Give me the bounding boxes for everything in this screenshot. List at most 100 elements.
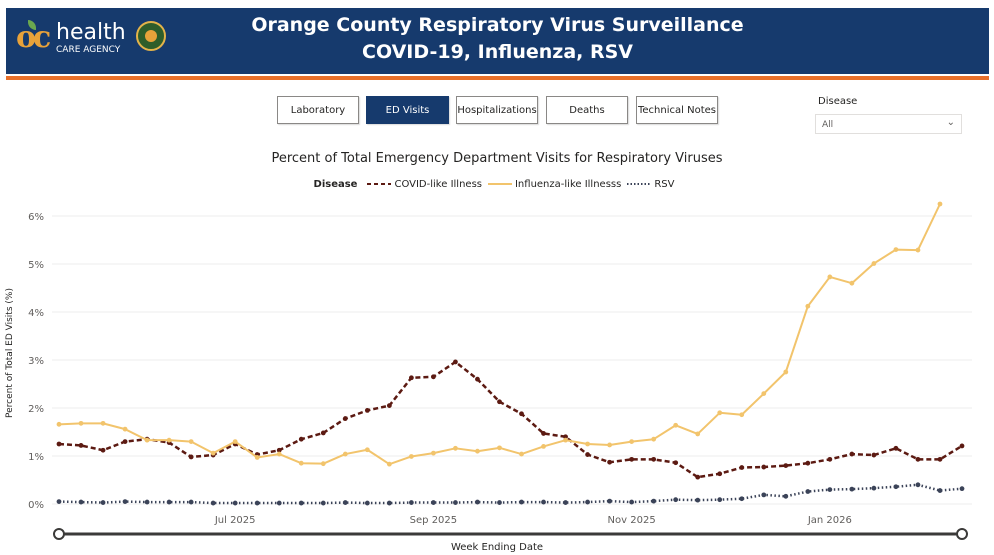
series-covid <box>56 359 965 480</box>
data-point-rsv <box>585 499 590 505</box>
data-point-influenza <box>607 442 613 448</box>
line-chart: 0%1%2%3%4%5%6% Jul 2025 Sep 2025 Nov 2025 J… <box>28 201 972 540</box>
tab-hospitalizations[interactable]: Hospitalizations <box>456 96 538 124</box>
data-point-rsv <box>783 493 789 499</box>
data-point-covid <box>937 456 943 462</box>
data-point-influenza <box>827 274 833 280</box>
y-tick-label: 2% <box>28 404 44 415</box>
data-point-covid <box>739 465 745 470</box>
slider-start-handle[interactable] <box>53 528 65 540</box>
data-point-influenza <box>364 447 370 453</box>
legend-swatch-covid <box>367 183 392 185</box>
data-point-influenza <box>431 450 436 456</box>
x-axis-title: Week Ending Date <box>450 542 544 553</box>
x-axis-ticks: Jul 2025 Sep 2025 Nov 2025 Jan 2026 <box>214 515 852 526</box>
data-point-influenza <box>695 431 701 437</box>
date-range-slider[interactable] <box>53 528 968 540</box>
data-point-rsv <box>607 498 613 504</box>
y-tick-label: 6% <box>28 212 44 223</box>
slider-end-handle[interactable] <box>956 528 968 540</box>
data-point-rsv <box>849 486 855 492</box>
header-stripe <box>6 76 989 80</box>
data-point-rsv <box>232 500 238 506</box>
data-point-rsv <box>805 489 811 494</box>
data-point-covid <box>188 454 194 460</box>
data-point-rsv <box>453 500 458 505</box>
data-point-influenza <box>739 412 745 418</box>
legend-item-rsv[interactable]: RSV <box>627 179 674 190</box>
data-point-rsv <box>320 500 326 506</box>
page-title-line2: COVID-19, Influenza, RSV <box>362 41 633 63</box>
data-point-influenza <box>563 437 568 443</box>
data-point-covid <box>673 460 679 466</box>
legend-item-covid[interactable]: COVID-like Illness <box>367 179 482 190</box>
data-point-covid <box>915 456 921 462</box>
series-line-covid <box>58 360 963 479</box>
data-point-influenza <box>232 439 238 444</box>
data-point-rsv <box>563 500 568 505</box>
legend-label-covid: COVID-like Illness <box>394 178 482 190</box>
leaf-icon <box>28 20 36 30</box>
data-point-influenza <box>320 461 326 467</box>
data-point-influenza <box>717 410 723 416</box>
data-point-covid <box>629 456 635 462</box>
data-point-influenza <box>122 426 128 432</box>
series-line-rsv <box>58 483 963 505</box>
data-point-rsv <box>497 500 502 505</box>
disease-slicer-value: All <box>822 120 834 130</box>
legend-title: Disease <box>313 178 358 190</box>
data-point-influenza <box>408 454 414 459</box>
data-point-influenza <box>100 420 106 426</box>
x-tick-label: Jul 2025 <box>214 515 256 526</box>
data-point-covid <box>849 451 855 457</box>
x-tick-label: Sep 2025 <box>410 515 457 526</box>
legend-item-influenza[interactable]: Influenza-like Illnesss <box>487 178 622 190</box>
data-point-covid <box>959 443 965 449</box>
data-point-influenza <box>78 420 84 426</box>
data-point-rsv <box>695 497 701 503</box>
data-point-covid <box>607 459 613 465</box>
data-point-covid <box>893 445 899 451</box>
data-point-covid <box>519 411 524 417</box>
data-point-rsv <box>651 498 657 504</box>
data-point-influenza <box>342 451 348 457</box>
tab-laboratory[interactable]: Laboratory <box>277 96 359 124</box>
tab-ed-visits[interactable]: ED Visits <box>366 96 449 124</box>
data-point-covid <box>563 434 568 440</box>
y-tick-label: 0% <box>28 500 44 511</box>
y-axis-ticks: 0% 1% 2% 3% 4% 5% 6% <box>28 212 44 511</box>
data-point-rsv <box>915 482 921 488</box>
data-point-covid <box>541 431 546 436</box>
logo-health-text: health <box>56 20 126 45</box>
y-tick-label: 4% <box>28 308 44 319</box>
disease-slicer-label: Disease <box>818 96 858 107</box>
disease-slicer-dropdown[interactable]: All ⌄ <box>815 114 962 134</box>
data-point-covid <box>827 456 833 462</box>
series-influenza <box>56 201 943 467</box>
data-point-rsv <box>893 484 899 490</box>
legend-label-influenza: Influenza-like Illnesss <box>514 178 622 190</box>
data-point-influenza <box>761 391 767 396</box>
tab-deaths[interactable]: Deaths <box>546 96 628 124</box>
data-point-rsv <box>519 499 524 505</box>
data-point-rsv <box>298 500 304 506</box>
tab-technical-notes[interactable]: Technical Notes <box>636 96 718 124</box>
data-point-rsv <box>673 497 679 503</box>
data-point-influenza <box>188 439 194 444</box>
data-point-rsv <box>937 488 943 493</box>
gridlines <box>52 215 972 505</box>
data-point-covid <box>805 460 811 466</box>
chevron-down-icon: ⌄ <box>946 117 955 128</box>
y-axis-title-text: Percent of Total ED Visits (%) <box>5 288 15 418</box>
data-point-rsv <box>56 499 62 504</box>
legend-label-rsv: RSV <box>654 178 675 190</box>
data-point-influenza <box>56 421 62 427</box>
data-point-influenza <box>893 247 899 252</box>
data-point-rsv <box>210 500 216 506</box>
data-point-covid <box>871 452 877 458</box>
data-point-influenza <box>144 437 150 443</box>
data-point-rsv <box>871 485 877 491</box>
county-seal-icon <box>136 21 166 51</box>
data-point-rsv <box>166 499 172 505</box>
header-bar <box>6 8 989 74</box>
